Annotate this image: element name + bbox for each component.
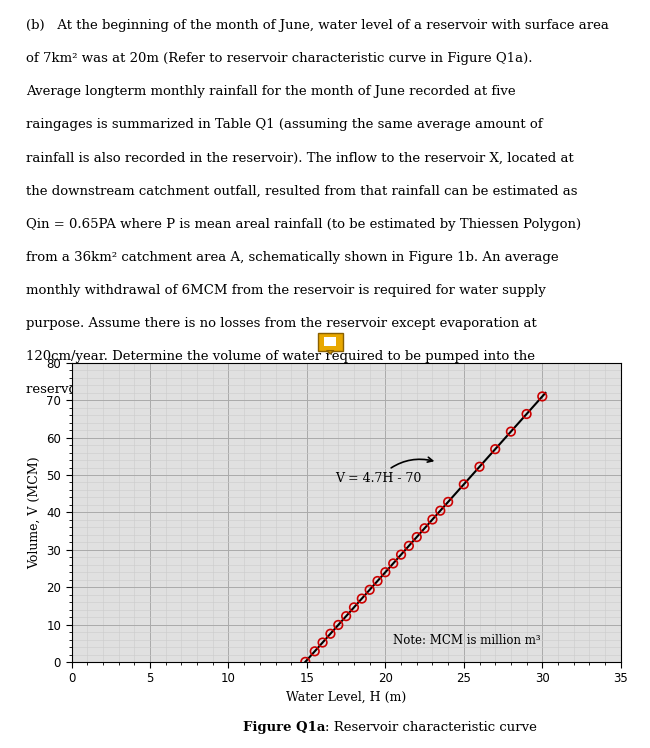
Bar	[324, 337, 337, 346]
Point	[357, 592, 367, 604]
Point	[521, 408, 532, 420]
Point	[411, 531, 422, 543]
Bar	[318, 333, 343, 351]
Text: Qin = 0.65PA where P is mean areal rainfall (to be estimated by Thiessen Polygon: Qin = 0.65PA where P is mean areal rainf…	[26, 218, 581, 230]
Text: : Reservoir characteristic curve: : Reservoir characteristic curve	[325, 721, 537, 735]
Point	[365, 583, 375, 595]
Text: (b)   At the beginning of the month of June, water level of a reservoir with sur: (b) At the beginning of the month of Jun…	[26, 19, 609, 32]
Text: Figure Q1a: Figure Q1a	[242, 721, 325, 735]
Text: rainfall is also recorded in the reservoir). The inflow to the reservoir X, loca: rainfall is also recorded in the reservo…	[26, 152, 574, 165]
X-axis label: Water Level, H (m): Water Level, H (m)	[286, 691, 406, 704]
Point	[404, 540, 414, 552]
Point	[380, 566, 391, 578]
Point	[388, 557, 398, 569]
Point	[427, 513, 437, 525]
Point	[419, 522, 430, 534]
Y-axis label: Volume, V (MCM): Volume, V (MCM)	[28, 456, 41, 568]
Text: 120cm/year. Determine the volume of water required to be pumped into the: 120cm/year. Determine the volume of wate…	[26, 350, 535, 364]
Point	[396, 548, 406, 561]
Text: from a 36km² catchment area A, schematically shown in Figure 1b. An average: from a 36km² catchment area A, schematic…	[26, 251, 558, 264]
Text: purpose. Assume there is no losses from the reservoir except evaporation at: purpose. Assume there is no losses from …	[26, 317, 537, 330]
Point	[474, 461, 485, 473]
Point	[300, 656, 311, 668]
Point	[435, 505, 445, 517]
Point	[349, 601, 359, 613]
Text: of 7km² was at 20m (Refer to reservoir characteristic curve in Figure Q1a).: of 7km² was at 20m (Refer to reservoir c…	[26, 52, 532, 65]
Point	[506, 426, 516, 438]
Point	[443, 496, 453, 508]
Point	[309, 646, 320, 657]
Text: monthly withdrawal of 6MCM from the reservoir is required for water supply: monthly withdrawal of 6MCM from the rese…	[26, 284, 546, 297]
Text: raingages is summarized in Table Q1 (assuming the same average amount of: raingages is summarized in Table Q1 (ass…	[26, 118, 543, 132]
Text: V = 4.7H - 70: V = 4.7H - 70	[335, 457, 433, 485]
Point	[317, 637, 328, 649]
Text: Average longterm monthly rainfall for the month of June recorded at five: Average longterm monthly rainfall for th…	[26, 85, 515, 98]
Point	[333, 619, 343, 631]
Polygon shape	[326, 351, 334, 354]
Point	[341, 610, 351, 622]
Point	[459, 479, 469, 491]
Text: the downstream catchment outfall, resulted from that rainfall can be estimated a: the downstream catchment outfall, result…	[26, 185, 577, 197]
Point	[372, 575, 383, 587]
Point	[325, 628, 335, 640]
Point	[537, 390, 547, 402]
Text: reservoir in that specific month to achieve a safe operating level at 21m.: reservoir in that specific month to achi…	[26, 383, 514, 396]
Text: Note: MCM is million m³: Note: MCM is million m³	[393, 634, 541, 647]
Point	[490, 443, 501, 455]
